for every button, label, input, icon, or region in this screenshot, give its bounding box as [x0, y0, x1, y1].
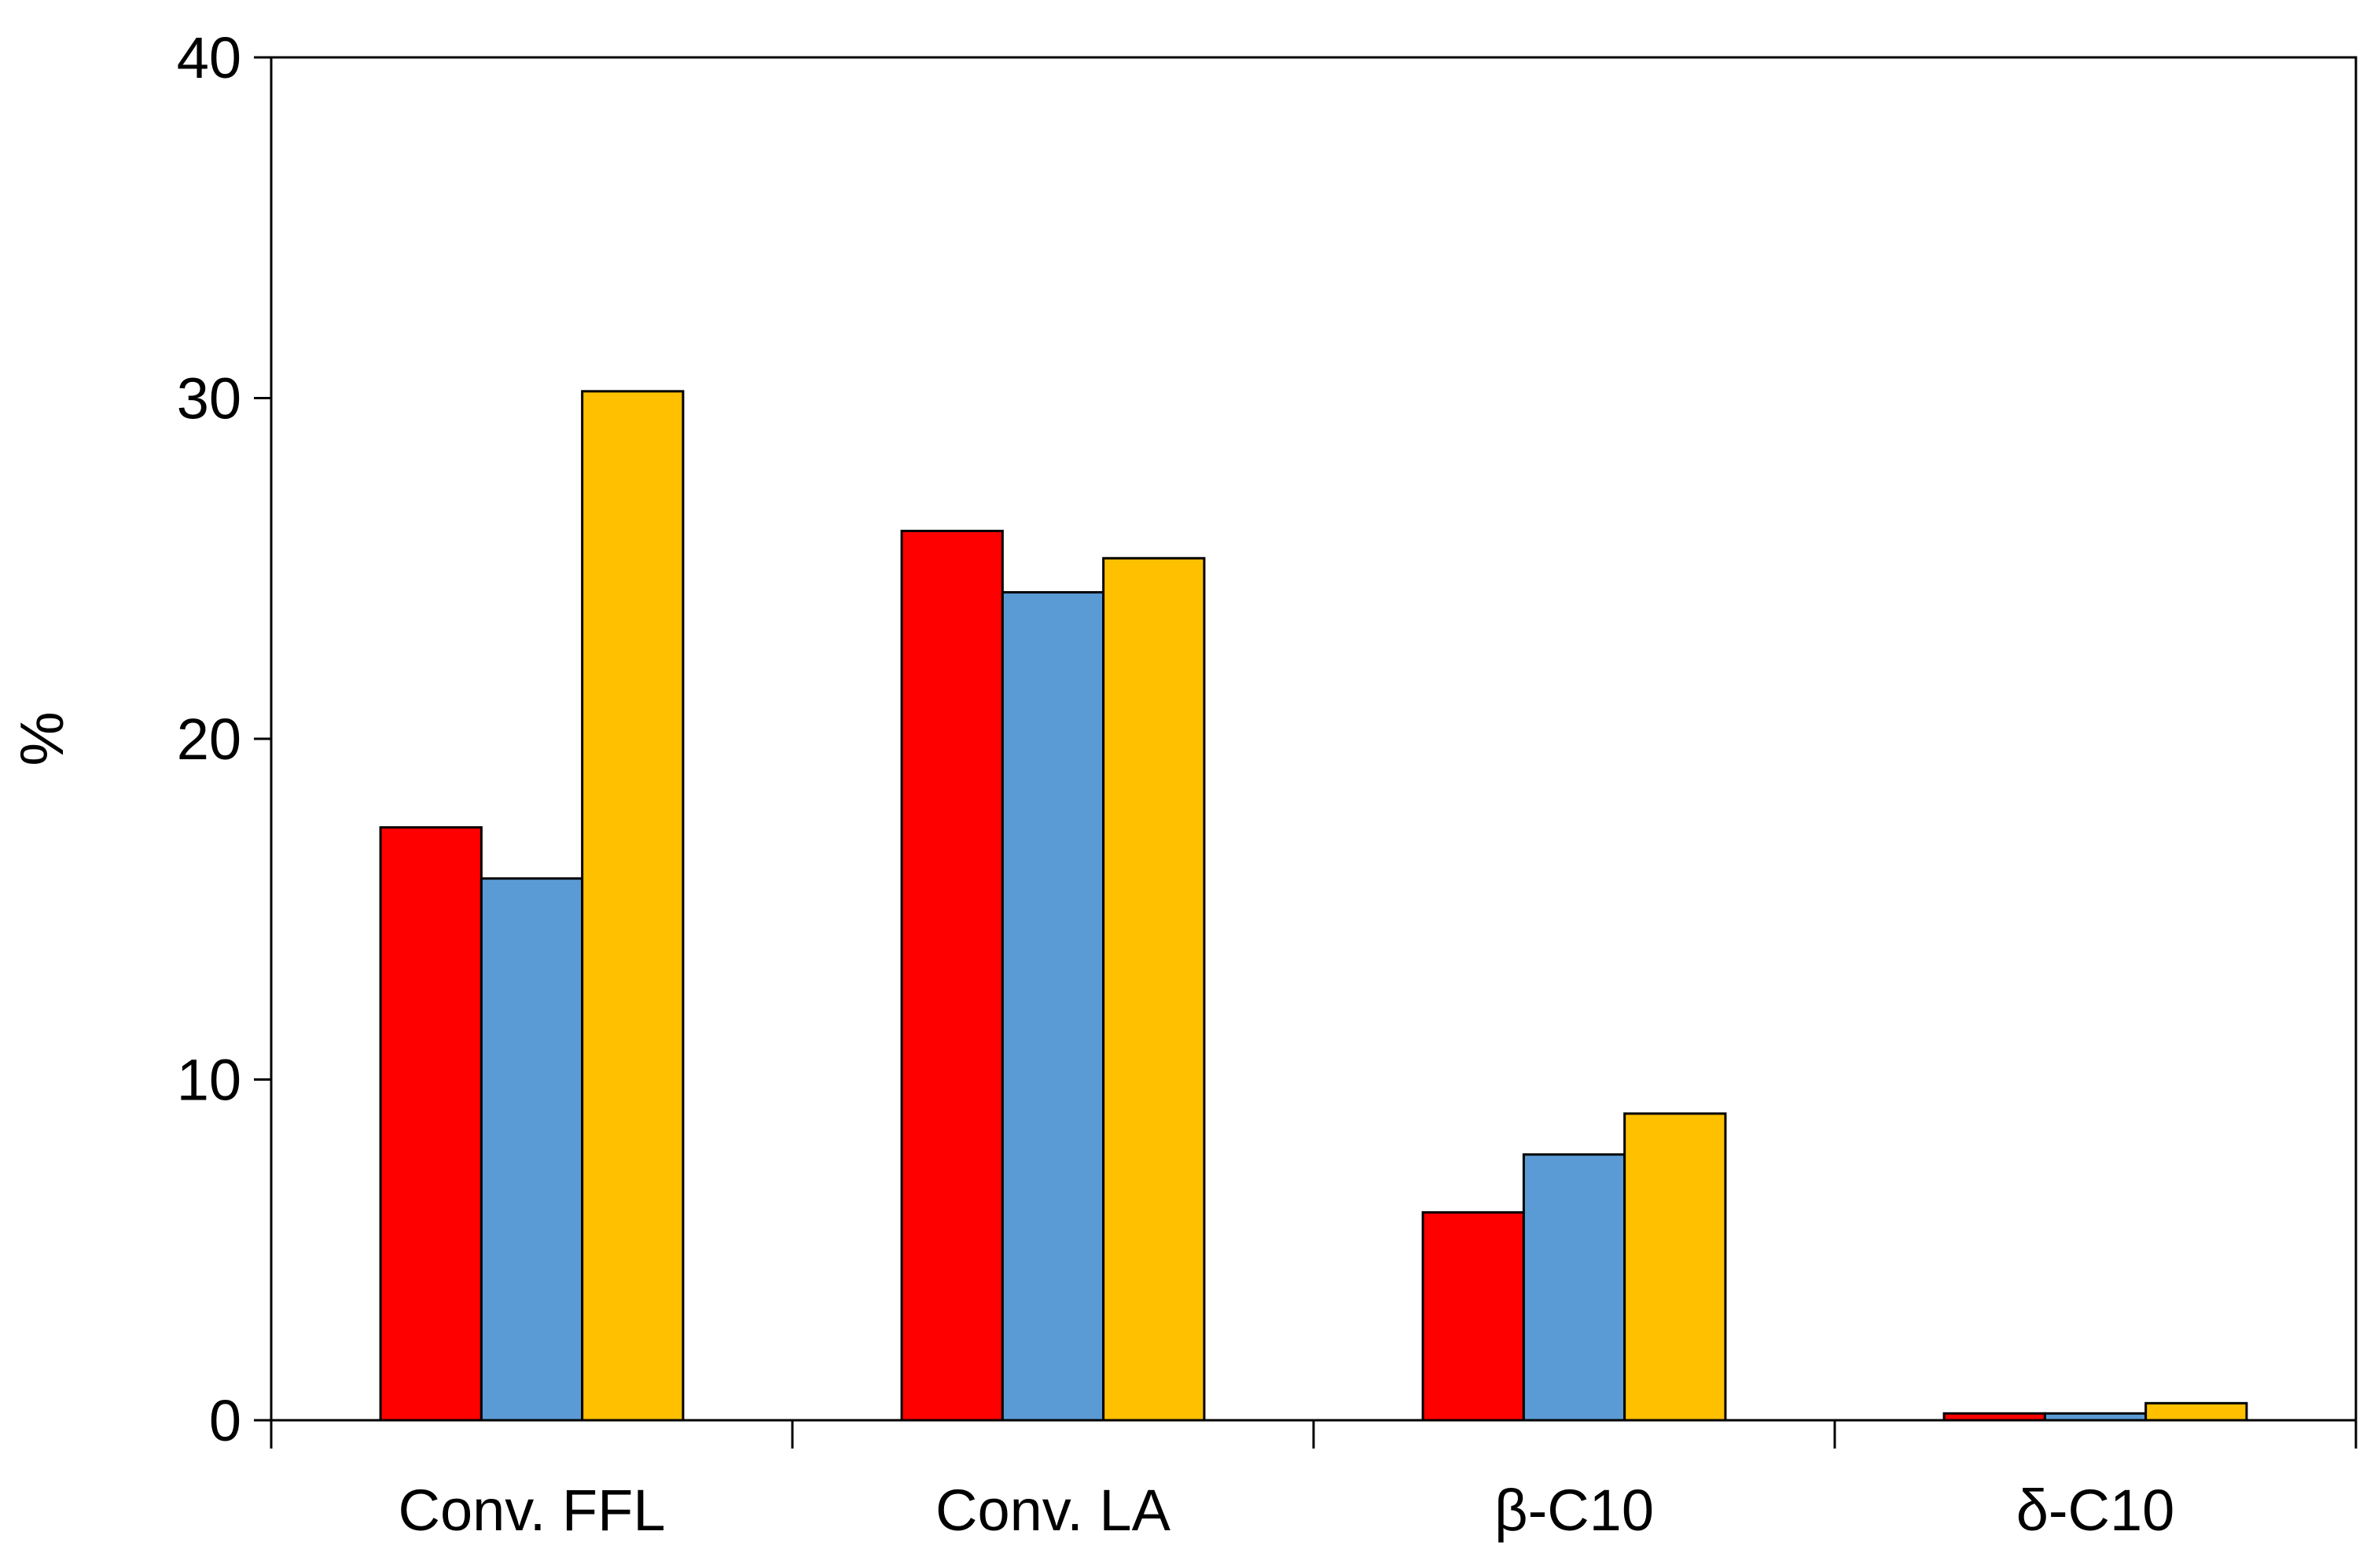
- bar-series-yellow-0: [581, 390, 685, 1422]
- x-category-label: Conv. LA: [935, 1478, 1171, 1543]
- bar-series-blue-1: [1001, 591, 1105, 1422]
- y-tick-label: 40: [177, 25, 241, 90]
- bar-series-red-1: [900, 530, 1004, 1422]
- x-category-label: β-C10: [1494, 1478, 1654, 1543]
- bar-series-yellow-3: [2144, 1401, 2248, 1422]
- y-tick-label: 20: [177, 707, 241, 772]
- bar-series-blue-2: [1522, 1153, 1626, 1422]
- y-tick-label: 30: [177, 366, 241, 431]
- bar-series-blue-3: [2043, 1412, 2148, 1422]
- bar-series-red-0: [379, 826, 483, 1422]
- bar-series-red-2: [1421, 1211, 1525, 1422]
- bar-series-blue-0: [480, 877, 584, 1422]
- bar-series-red-3: [1942, 1412, 2046, 1422]
- y-tick-label: 10: [177, 1048, 241, 1113]
- y-tick-label: 0: [209, 1388, 241, 1453]
- bar-series-yellow-1: [1102, 556, 1206, 1422]
- y-axis-title: %: [7, 711, 76, 766]
- bar-series-yellow-2: [1623, 1112, 1727, 1422]
- x-category-label: δ-C10: [2016, 1478, 2175, 1543]
- x-category-label: Conv. FFL: [399, 1478, 666, 1543]
